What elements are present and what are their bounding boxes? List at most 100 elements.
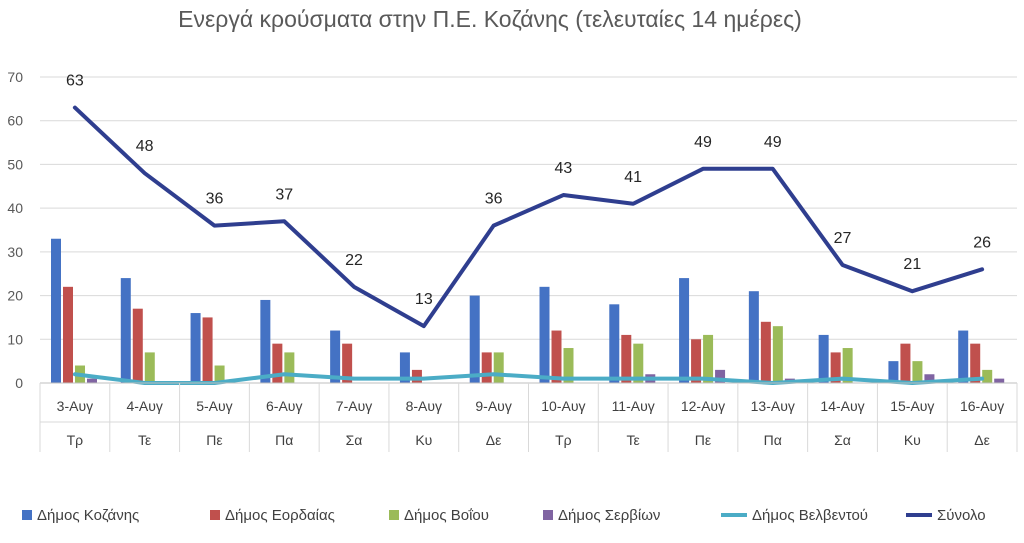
x-tick-label: 11-Αυγ (612, 398, 655, 414)
bar (633, 343, 644, 383)
bar (818, 334, 829, 383)
x-day-label: Κυ (904, 432, 921, 448)
y-tick-label: 70 (7, 69, 23, 85)
data-label: 36 (485, 191, 503, 208)
bar (539, 286, 550, 383)
x-tick-label: 13-Αυγ (751, 398, 795, 414)
data-label: 41 (624, 169, 642, 186)
data-label: 27 (834, 230, 852, 247)
x-tick-label: 5-Αυγ (196, 398, 232, 414)
x-tick-label: 3-Αυγ (57, 398, 93, 414)
x-tick-label: 7-Αυγ (336, 398, 372, 414)
y-tick-label: 20 (7, 288, 23, 304)
bar (842, 348, 853, 383)
bar (284, 352, 295, 383)
bar (190, 313, 201, 383)
data-label: 49 (694, 134, 712, 151)
bar (563, 348, 574, 383)
legend-label: Σύνολο (937, 507, 986, 524)
bar (214, 365, 225, 383)
series-line (72, 372, 985, 385)
bar (888, 361, 899, 383)
bar (703, 334, 714, 383)
x-day-label: Πε (206, 432, 222, 448)
bar (493, 352, 504, 383)
x-tick-label: 4-Αυγ (126, 398, 162, 414)
bar (120, 278, 131, 383)
x-day-label: Πε (695, 432, 711, 448)
bar (958, 330, 969, 383)
bar (994, 378, 1005, 383)
bar (399, 352, 410, 383)
x-tick-label: 9-Αυγ (475, 398, 511, 414)
y-tick-label: 50 (7, 156, 23, 172)
x-tick-label: 14-Αυγ (820, 398, 864, 414)
bar (715, 369, 726, 383)
legend-label: Δήμος Κοζάνης (37, 507, 139, 524)
x-day-label: Πα (764, 432, 782, 448)
data-labels: 63 48 36 37 22 13 36 43 41 49 49 27 21 26 (66, 73, 991, 309)
y-tick-label: 10 (7, 331, 23, 347)
y-tick-label: 0 (15, 375, 23, 391)
legend-swatch (389, 510, 399, 520)
data-label: 37 (275, 186, 293, 203)
data-label: 22 (345, 252, 363, 269)
bar (691, 339, 702, 383)
bar (481, 352, 492, 383)
x-tick-label: 16-Αυγ (960, 398, 1004, 414)
bar (912, 361, 923, 383)
bar (330, 330, 341, 383)
x-day-label: Δε (974, 432, 990, 448)
bar (51, 238, 61, 383)
bar (469, 295, 480, 383)
legend-label: Δήμος Βοΐου (404, 507, 489, 524)
legend-label: Δήμος Εορδαίας (225, 507, 335, 524)
bar (830, 352, 841, 383)
x-tick-label: 15-Αυγ (890, 398, 934, 414)
legend-label: Δήμος Βελβεντού (752, 507, 868, 524)
bar (411, 369, 422, 383)
y-axis: 0 10 20 30 40 50 60 70 (7, 69, 23, 391)
series-line (72, 105, 985, 329)
data-label: 26 (973, 234, 991, 251)
bar (132, 308, 143, 383)
chart-title: Ενεργά κρούσματα στην Π.Ε. Κοζάνης (τελε… (178, 6, 802, 32)
legend-swatch (22, 510, 32, 520)
x-tick-label: 8-Αυγ (406, 398, 442, 414)
bar (609, 304, 620, 383)
bar (760, 321, 771, 383)
x-tick-label: 10-Αυγ (541, 398, 585, 414)
bar (621, 334, 632, 383)
legend: Δήμος Κοζάνης Δήμος Εορδαίας Δήμος Βοΐου Δή… (22, 507, 986, 524)
x-day-label: Δε (486, 432, 502, 448)
x-tick-label: 12-Αυγ (681, 398, 725, 414)
bar (970, 343, 981, 383)
bar (342, 343, 353, 383)
bar (260, 299, 271, 383)
x-day-label: Τρ (67, 432, 84, 448)
bar (900, 343, 911, 383)
x-day-label: Σα (346, 432, 363, 448)
data-label: 13 (415, 291, 433, 308)
bar (982, 369, 993, 383)
y-tick-label: 30 (7, 244, 23, 260)
data-label: 21 (903, 256, 921, 273)
bar (87, 378, 97, 383)
bar (924, 374, 935, 383)
x-tick-label: 6-Αυγ (266, 398, 302, 414)
bar (772, 326, 783, 383)
data-label: 43 (554, 160, 572, 177)
x-day-label: Τε (627, 432, 640, 448)
data-label: 36 (206, 191, 224, 208)
x-axis: 3-Αυγ Τρ 4-Αυγ Τε 5-Αυγ Πε 6-Αυγ Πα 7-Αυγ Σα 8-Αυγ… (39, 382, 1018, 452)
series-lines (72, 105, 985, 385)
data-label: 49 (764, 134, 782, 151)
bar (551, 330, 562, 383)
x-day-label: Πα (275, 432, 293, 448)
legend-swatch (543, 510, 553, 520)
x-day-label: Κυ (415, 432, 432, 448)
bar (202, 317, 213, 383)
bar (748, 291, 759, 383)
bar (63, 286, 73, 383)
